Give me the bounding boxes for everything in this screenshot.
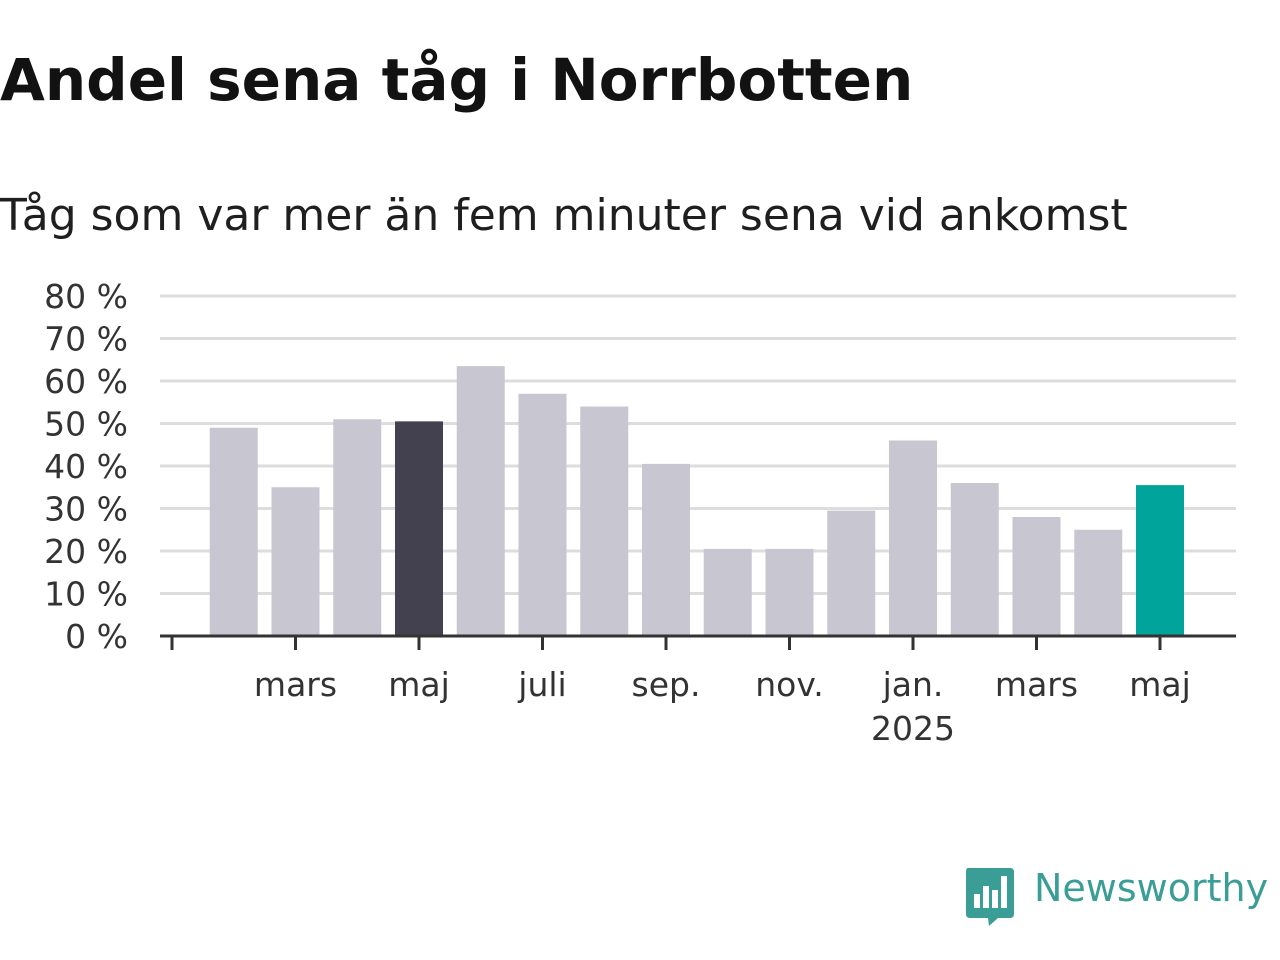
x-tick-label: juli <box>517 665 566 704</box>
x-tick-label: nov. <box>755 665 824 704</box>
bar-2024-06 <box>456 366 505 636</box>
y-tick-label: 10 % <box>44 575 128 614</box>
bar-2025-02 <box>950 483 999 636</box>
x-tick-label: maj <box>1129 665 1191 704</box>
y-tick-label: 60 % <box>44 362 128 401</box>
bar-2024-03 <box>271 487 320 636</box>
y-tick-label: 70 % <box>44 320 128 359</box>
bar-2025-05 <box>1136 485 1184 636</box>
y-tick-label: 20 % <box>44 532 128 571</box>
chart-title: Andel sena tåg i Norrbotten <box>0 46 914 114</box>
bar-2024-05 <box>395 421 443 636</box>
logo-text: Newsworthy <box>1034 866 1269 910</box>
x-tick-label: jan. <box>882 665 944 704</box>
newsworthy-logo: Newsworthy <box>962 864 1280 930</box>
bar-2024-07 <box>518 393 567 636</box>
bar-2025-01 <box>889 440 937 636</box>
y-tick-label: 30 % <box>44 490 128 529</box>
y-tick-label: 80 % <box>44 277 128 316</box>
x-tick-label: mars <box>254 665 337 704</box>
bar-2024-11 <box>765 548 814 636</box>
bar-chart-speech-bubble-icon <box>966 868 1014 926</box>
bar-2024-09 <box>642 463 690 636</box>
bar-2024-10 <box>703 548 752 636</box>
x-tick-year-label: 2025 <box>871 709 955 748</box>
bar-2024-08 <box>580 406 629 636</box>
x-tick-label: maj <box>388 665 450 704</box>
bar-2024-02 <box>209 427 258 636</box>
bar-2025-03 <box>1012 517 1061 636</box>
x-tick-label: mars <box>995 665 1078 704</box>
y-tick-label: 50 % <box>44 405 128 444</box>
bar-2024-12 <box>827 510 876 636</box>
chart-subtitle: Tåg som var mer än fem minuter sena vid … <box>0 190 1128 241</box>
bar-chart: 0 %10 % 20 %30 % 40 %50 % 60 %70 % 80 % mars m… <box>44 277 1236 748</box>
y-tick-label: 0 % <box>65 617 128 656</box>
x-tick-label: sep. <box>632 665 701 704</box>
bar-2025-04 <box>1074 529 1123 636</box>
y-tick-label: 40 % <box>44 447 128 486</box>
bar-2024-04 <box>333 419 382 636</box>
